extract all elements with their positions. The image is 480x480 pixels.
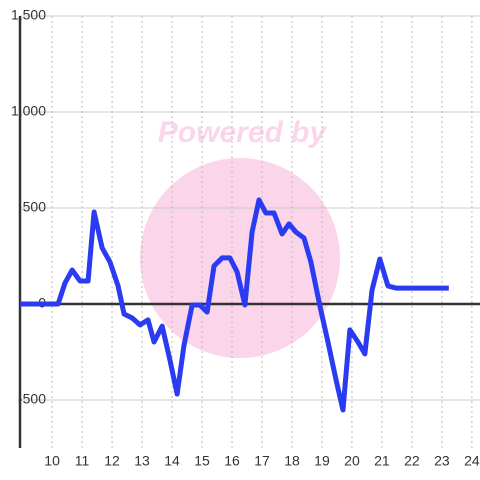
x-tick-label: 20: [344, 453, 360, 469]
x-tick-label: 23: [434, 453, 450, 469]
x-tick-label: 11: [75, 453, 90, 469]
x-tick-label: 18: [284, 453, 300, 469]
x-tick-label: 15: [194, 453, 210, 469]
x-tick-label: 17: [254, 453, 270, 469]
x-tick-label: 21: [374, 453, 390, 469]
x-tick-label: 13: [134, 453, 150, 469]
y-tick-label: 1,000: [11, 103, 46, 119]
x-tick-label: 10: [44, 453, 60, 469]
y-tick-label: -500: [18, 391, 46, 407]
x-tick-label: 24: [464, 453, 480, 469]
data-line: [20, 197, 449, 413]
y-tick-label: 1,500: [11, 7, 46, 23]
x-tick-label: 19: [314, 453, 330, 469]
x-tick-label: 22: [404, 453, 420, 469]
x-tick-label: 16: [224, 453, 240, 469]
y-tick-label: 500: [23, 199, 47, 215]
watermark-text: Powered by: [158, 116, 328, 149]
x-tick-label: 12: [104, 453, 120, 469]
x-tick-label: 14: [164, 453, 180, 469]
